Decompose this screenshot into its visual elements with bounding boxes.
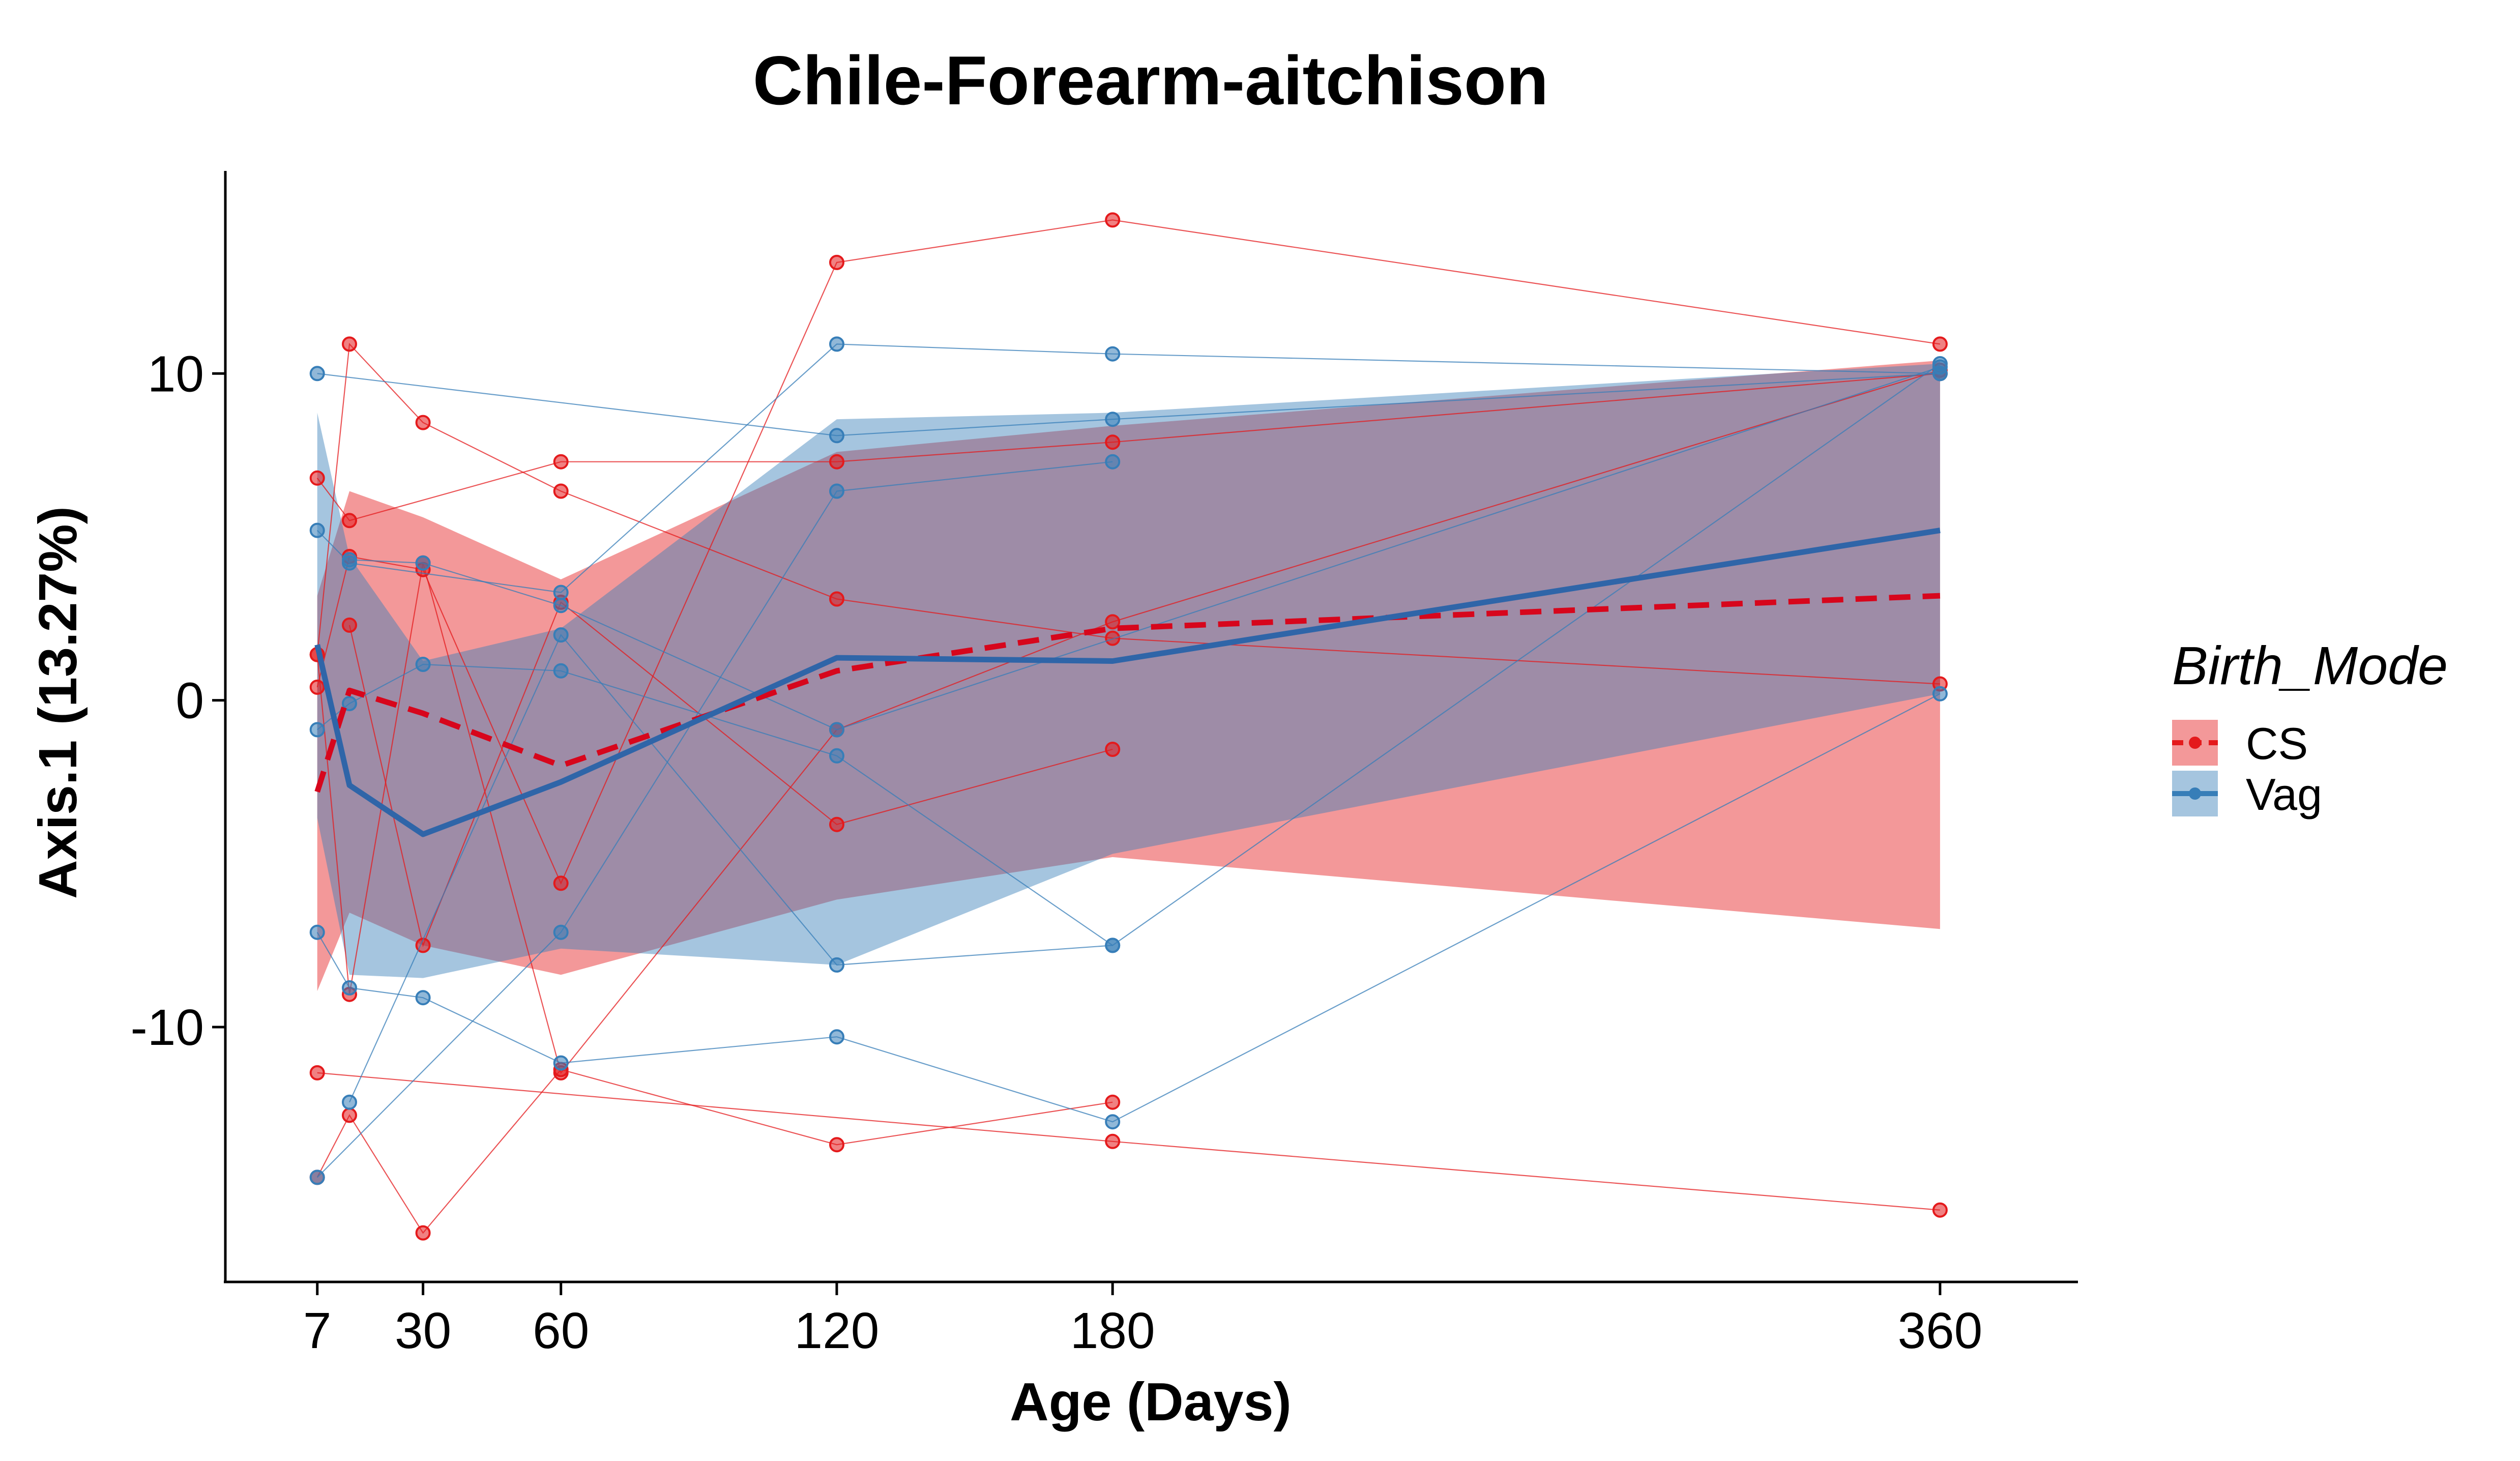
data-point-vag-4-4 [553, 1055, 569, 1071]
mean-line-vag [314, 528, 1941, 837]
data-point-cs-7-1 [342, 617, 357, 633]
subject-line-cs-1 [316, 373, 1940, 521]
data-point-vag-4-2 [342, 980, 357, 996]
data-point-vag-2-5 [1105, 346, 1121, 362]
data-point-cs-2-6 [1105, 630, 1121, 646]
data-point-vag-7-5 [1932, 359, 1948, 375]
data-point-vag-7-3 [553, 598, 569, 613]
data-point-vag-5-1 [309, 1170, 325, 1185]
chart-title: Chile-Forearm-aitchison [753, 42, 1548, 119]
data-point-vag-6-3 [829, 957, 844, 973]
mean-line-cs [314, 593, 1941, 793]
x-tick-label-30: 30 [395, 1302, 451, 1359]
x-tick-label-360: 360 [1897, 1302, 1982, 1359]
data-point-vag-6-2 [553, 627, 569, 643]
data-point-cs-1-4 [829, 454, 844, 470]
data-point-vag-3-2 [342, 696, 357, 711]
data-point-vag-1-2 [829, 428, 844, 444]
data-point-cs-5-3 [415, 1225, 431, 1241]
x-tick-label-60: 60 [533, 1302, 589, 1359]
y-axis-title: Axis.1 (13.27%) [28, 506, 88, 899]
x-tick-label-120: 120 [795, 1302, 880, 1359]
legend-label-vag: Vag [2246, 769, 2322, 820]
y-ticks: -10 0 10 [130, 345, 225, 1056]
subject-line-vag-1 [317, 373, 1940, 436]
data-point-vag-5-2 [553, 924, 569, 940]
y-tick-label-10: 10 [148, 345, 204, 402]
subject-trajectories [309, 212, 1948, 1241]
data-point-vag-7-2 [415, 555, 431, 571]
data-point-vag-7-1 [342, 552, 357, 568]
data-point-vag-5-4 [1105, 454, 1121, 470]
data-point-cs-2-4 [553, 483, 569, 499]
axes: 7 30 60 120 180 360 -10 0 10 [130, 171, 2078, 1359]
data-point-vag-4-7 [1932, 686, 1948, 702]
subject-line-cs-5 [316, 1069, 1113, 1234]
data-point-vag-2-3 [553, 585, 569, 600]
data-point-cs-7-5 [1105, 742, 1121, 757]
data-point-cs-1-3 [553, 454, 569, 470]
legend-key-vag-point [2189, 787, 2201, 800]
data-point-cs-1-1 [309, 470, 325, 486]
data-point-cs-4-2 [1105, 1133, 1121, 1149]
plot-area [309, 212, 1948, 1241]
y-tick-label--10: -10 [130, 999, 204, 1056]
data-point-vag-4-1 [309, 924, 325, 940]
subject-line-vag-6 [348, 634, 1113, 1103]
data-point-cs-6-6 [1105, 614, 1121, 630]
data-point-vag-3-5 [829, 748, 844, 764]
subject-line-vag-5 [316, 461, 1113, 1178]
legend-label-cs: CS [2246, 718, 2308, 769]
mean-lines [314, 528, 1941, 837]
data-point-vag-4-6 [1105, 1114, 1121, 1130]
data-point-cs-3-1 [309, 679, 325, 695]
data-point-cs-2-5 [829, 591, 844, 607]
data-point-cs-3-7 [1932, 336, 1948, 352]
data-point-vag-3-4 [553, 663, 569, 679]
data-point-vag-7-4 [829, 722, 844, 738]
data-point-cs-5-5 [829, 1137, 844, 1153]
data-point-cs-1-5 [1105, 434, 1121, 450]
data-point-vag-4-5 [829, 1029, 844, 1045]
data-point-cs-4-1 [309, 1065, 325, 1080]
x-ticks: 7 30 60 120 180 360 [303, 1282, 1982, 1359]
data-point-vag-3-1 [309, 722, 325, 738]
data-point-vag-1-1 [309, 366, 325, 382]
data-point-vag-5-3 [829, 483, 844, 499]
legend-title: Birth_Mode [2172, 636, 2448, 696]
data-point-cs-2-2 [342, 336, 357, 352]
legend-key-cs-point [2189, 737, 2201, 749]
data-point-vag-6-4 [1105, 938, 1121, 953]
data-point-vag-2-1 [309, 522, 325, 538]
data-point-cs-5-2 [342, 1107, 357, 1123]
data-point-vag-1-3 [1105, 412, 1121, 427]
data-point-cs-3-6 [1105, 212, 1121, 228]
legend-entry-vag: Vag [2172, 769, 2322, 820]
data-point-cs-3-4 [553, 875, 569, 891]
x-tick-label-7: 7 [303, 1302, 332, 1359]
data-point-vag-3-3 [415, 657, 431, 672]
data-point-cs-2-3 [415, 415, 431, 430]
data-point-cs-3-5 [829, 254, 844, 270]
data-point-cs-4-3 [1932, 1202, 1948, 1218]
legend: Birth_Mode CS Vag [2172, 636, 2448, 820]
data-point-vag-4-3 [415, 990, 431, 1006]
data-point-cs-5-6 [1105, 1094, 1121, 1110]
data-point-cs-1-2 [342, 513, 357, 529]
x-tick-label-180: 180 [1070, 1302, 1155, 1359]
data-point-vag-2-4 [829, 336, 844, 352]
x-axis-title: Age (Days) [1010, 1372, 1292, 1432]
legend-entry-cs: CS [2172, 718, 2308, 769]
data-point-cs-7-4 [829, 816, 844, 832]
y-tick-label-0: 0 [175, 673, 204, 729]
data-point-vag-6-1 [342, 1094, 357, 1110]
subject-line-cs-4 [317, 1072, 1940, 1211]
